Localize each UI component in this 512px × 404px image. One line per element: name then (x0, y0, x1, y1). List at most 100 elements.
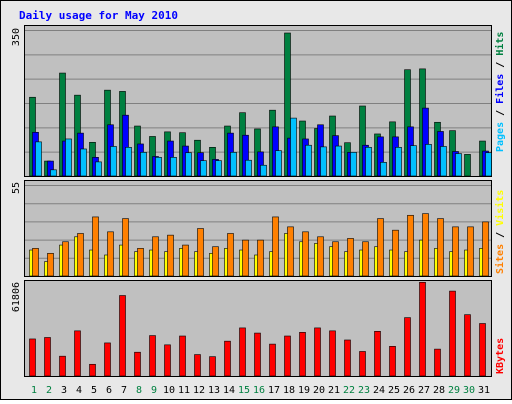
x-tick-label-day-9: 9 (151, 385, 157, 396)
x-tick-label-day-31: 31 (478, 385, 490, 396)
bar-kbytes-day-16 (254, 332, 261, 377)
bar-pages-day-11 (185, 152, 192, 177)
legend-sep-2: / (495, 56, 506, 74)
bar-kbytes-day-6 (104, 342, 111, 377)
bar-kbytes-day-19 (299, 332, 306, 377)
bar-pages-day-13 (215, 160, 222, 177)
bar-pages-day-19 (305, 144, 312, 177)
bar-sites-day-10 (167, 234, 174, 277)
bar-sites-day-17 (272, 216, 279, 277)
bar-sites-day-14 (227, 233, 234, 277)
bar-pages-day-17 (275, 150, 282, 177)
bars (29, 32, 492, 377)
legend-kbytes: KBytes (495, 338, 506, 374)
bar-kbytes-day-12 (194, 354, 201, 377)
bar-pages-day-10 (170, 157, 177, 177)
bar-kbytes-day-7 (119, 295, 126, 377)
bar-kbytes-day-10 (164, 344, 171, 377)
bar-pages-day-2 (50, 169, 57, 177)
bar-pages-day-18 (290, 117, 297, 177)
bar-kbytes-day-2 (44, 337, 51, 377)
bar-kbytes-day-13 (209, 356, 216, 377)
x-tick-label-day-29: 29 (448, 385, 460, 396)
bar-kbytes-day-1 (29, 338, 36, 377)
bar-sites-day-30 (467, 226, 474, 277)
x-tick-label-day-30: 30 (463, 385, 475, 396)
bar-sites-day-9 (152, 236, 159, 277)
bar-sites-day-7 (122, 218, 129, 277)
legend-pages: Pages (495, 122, 506, 152)
x-tick-label-day-4: 4 (76, 385, 82, 396)
bar-pages-day-27 (425, 144, 432, 177)
bar-pages-day-20 (320, 146, 327, 177)
bar-sites-day-3 (62, 241, 69, 277)
bar-kbytes-day-26 (404, 317, 411, 377)
bar-kbytes-day-5 (89, 363, 96, 377)
bar-kbytes-day-17 (269, 343, 276, 377)
bar-pages-day-4 (80, 148, 87, 177)
legend-hits-files-pages: Pages / Files / Hits (494, 32, 506, 152)
bar-kbytes-day-11 (179, 335, 186, 377)
bar-pages-day-9 (155, 157, 162, 177)
bar-pages-day-26 (410, 145, 417, 177)
bar-sites-day-25 (392, 229, 399, 277)
legend-visits: Visits (494, 190, 506, 226)
bar-sites-day-11 (182, 244, 189, 277)
x-tick-label-day-11: 11 (178, 385, 190, 396)
x-tick-label-day-13: 13 (208, 385, 220, 396)
bar-sites-day-5 (92, 216, 99, 277)
x-tick-label-day-5: 5 (91, 385, 97, 396)
x-tick-label-day-8: 8 (136, 385, 142, 396)
bar-pages-day-22 (350, 152, 357, 177)
bar-sites-day-23 (362, 241, 369, 277)
bar-kbytes-day-8 (134, 351, 141, 377)
bar-pages-day-5 (95, 161, 102, 177)
bar-sites-day-8 (137, 248, 144, 277)
bar-kbytes-day-23 (359, 351, 366, 377)
chart-title: Daily usage for May 2010 (19, 9, 178, 22)
bar-sites-day-18 (287, 226, 294, 277)
legend-sep-3: / (495, 226, 506, 244)
x-tick-label-day-20: 20 (313, 385, 325, 396)
bar-pages-day-15 (245, 159, 252, 177)
x-tick-label-day-22: 22 (343, 385, 355, 396)
x-tick-label-day-18: 18 (283, 385, 295, 396)
x-tick-label-day-21: 21 (328, 385, 340, 396)
x-tick-label-day-25: 25 (388, 385, 400, 396)
x-tick-label-day-3: 3 (61, 385, 67, 396)
bar-kbytes-day-9 (149, 335, 156, 377)
x-tick-label-day-2: 2 (46, 385, 52, 396)
legend-sep-1: / (495, 104, 506, 122)
x-tick-label-day-10: 10 (163, 385, 175, 396)
bar-kbytes-day-21 (329, 330, 336, 377)
bar-pages-day-6 (110, 146, 117, 177)
bar-pages-day-8 (140, 152, 147, 177)
x-axis-labels: 1 2 3 4 5 6 7 8 9 10 11 12 13 14 15 16 17 18 19 20 21 22 23 24 2… (31, 385, 490, 396)
bar-kbytes-day-25 (389, 346, 396, 377)
bar-kbytes-day-15 (239, 327, 246, 377)
bar-kbytes-day-22 (344, 339, 351, 377)
bar-kbytes-day-29 (449, 290, 456, 377)
bar-sites-day-19 (302, 231, 309, 277)
bar-sites-day-26 (407, 214, 414, 277)
x-tick-label-day-17: 17 (268, 385, 280, 396)
legend-visits-sites: Sites / Visits (494, 190, 506, 274)
bar-pages-day-31 (485, 152, 492, 177)
bar-sites-day-16 (257, 239, 264, 277)
bar-pages-day-1 (35, 141, 42, 177)
bar-pages-day-23 (365, 147, 372, 177)
x-tick-label-day-19: 19 (298, 385, 310, 396)
bar-kbytes-day-18 (284, 335, 291, 377)
x-tick-label-day-14: 14 (223, 385, 235, 396)
bar-sites-day-24 (377, 218, 384, 277)
bar-pages-day-29 (455, 153, 462, 177)
bar-pages-day-3 (65, 138, 72, 177)
bar-kbytes-day-30 (464, 314, 471, 377)
x-tick-label-day-6: 6 (106, 385, 112, 396)
bar-hits-day-30 (464, 154, 471, 177)
x-tick-label-day-23: 23 (358, 385, 370, 396)
bar-sites-day-21 (332, 241, 339, 277)
x-tick-label-day-24: 24 (373, 385, 385, 396)
